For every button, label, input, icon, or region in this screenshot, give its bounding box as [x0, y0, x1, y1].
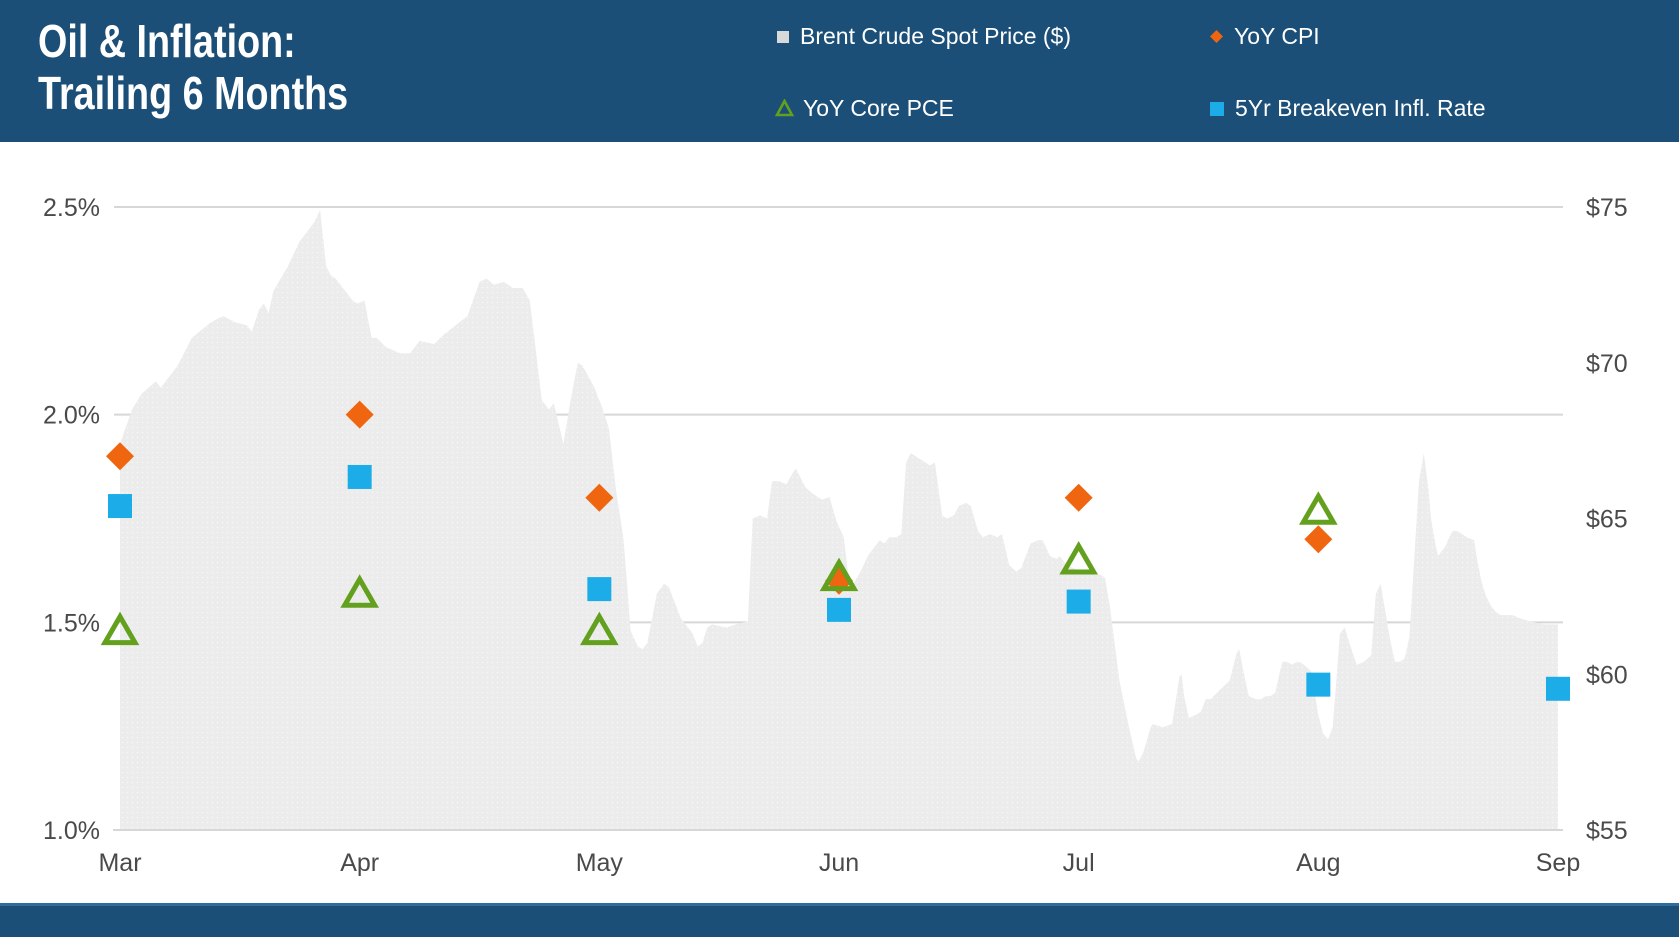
left-axis-tick-1.0%: 1.0% [43, 817, 100, 845]
cpi-diamond-marker-jul [1064, 483, 1093, 512]
left-axis-tick-1.5%: 1.5% [43, 609, 100, 637]
chart-legend: Brent Crude Spot Price ($) YoY CPI YoY C… [0, 0, 1679, 142]
core-pce-triangle-marker-aug [1299, 491, 1338, 525]
breakeven-square-marker-mar [108, 494, 132, 519]
x-axis-month-label-apr: Apr [340, 849, 379, 877]
x-axis-month-label-jul: Jul [1063, 849, 1095, 877]
breakeven-square-marker-may [587, 577, 612, 602]
header-bar: Oil & Inflation: Trailing 6 Months Brent… [0, 0, 1679, 142]
legend-item-brent: Brent Crude Spot Price ($) [775, 23, 1071, 50]
brent-legend-square-icon [775, 29, 791, 45]
legend-item-core-pce: YoY Core PCE [775, 95, 954, 122]
page-title-line2: Trailing 6 Months [38, 66, 349, 119]
brent-crude-area-series [120, 210, 1558, 831]
right-axis-tick-65: $65 [1586, 506, 1628, 534]
core-pce-legend-triangle-icon [775, 99, 794, 118]
legend-label-brent: Brent Crude Spot Price ($) [800, 23, 1072, 49]
right-axis-tick-55: $55 [1586, 817, 1628, 845]
cpi-diamond-marker-may [585, 483, 614, 512]
legend-label-breakeven: 5Yr Breakeven Infl. Rate [1235, 95, 1486, 121]
right-axis-tick-70: $70 [1586, 350, 1628, 378]
x-axis-month-label-mar: Mar [98, 849, 141, 877]
core-pce-triangle-marker-apr [340, 574, 379, 608]
breakeven-square-marker-aug [1306, 672, 1331, 697]
right-axis-tick-60: $60 [1586, 661, 1628, 689]
footer-bar [0, 903, 1679, 937]
core-pce-triangle-marker-jun [819, 557, 859, 592]
page-title: Oil & Inflation: Trailing 6 Months [38, 15, 349, 120]
breakeven-square-marker-sep [1546, 676, 1570, 701]
x-axis-month-label-sep: Sep [1536, 849, 1580, 877]
breakeven-square-marker-jun [827, 597, 851, 622]
x-axis-month-label-may: May [576, 849, 624, 877]
page-title-line1: Oil & Inflation: [38, 15, 296, 67]
legend-label-cpi: YoY CPI [1234, 23, 1320, 49]
breakeven-square-marker-apr [347, 464, 372, 489]
right-axis-tick-75: $75 [1586, 194, 1628, 222]
x-axis-month-label-aug: Aug [1296, 849, 1340, 877]
left-axis-tick-2.0%: 2.0% [43, 402, 100, 430]
cpi-diamond-marker-aug [1304, 525, 1333, 554]
x-axis-month-label-jun: Jun [819, 849, 859, 877]
cpi-diamond-marker-apr [345, 400, 374, 429]
legend-item-cpi: YoY CPI [1208, 23, 1320, 50]
core-pce-triangle-marker-jul [1059, 541, 1098, 575]
breakeven-legend-square-icon [1208, 100, 1226, 118]
core-pce-triangle-marker-mar [100, 611, 140, 646]
breakeven-square-marker-jul [1066, 589, 1091, 614]
left-axis-tick-2.5%: 2.5% [43, 194, 100, 222]
legend-label-core-pce: YoY Core PCE [803, 95, 954, 121]
core-pce-triangle-marker-may [580, 611, 619, 646]
legend-item-breakeven: 5Yr Breakeven Infl. Rate [1208, 95, 1486, 122]
cpi-legend-diamond-icon [1208, 28, 1225, 45]
cpi-diamond-marker-mar [106, 442, 134, 471]
